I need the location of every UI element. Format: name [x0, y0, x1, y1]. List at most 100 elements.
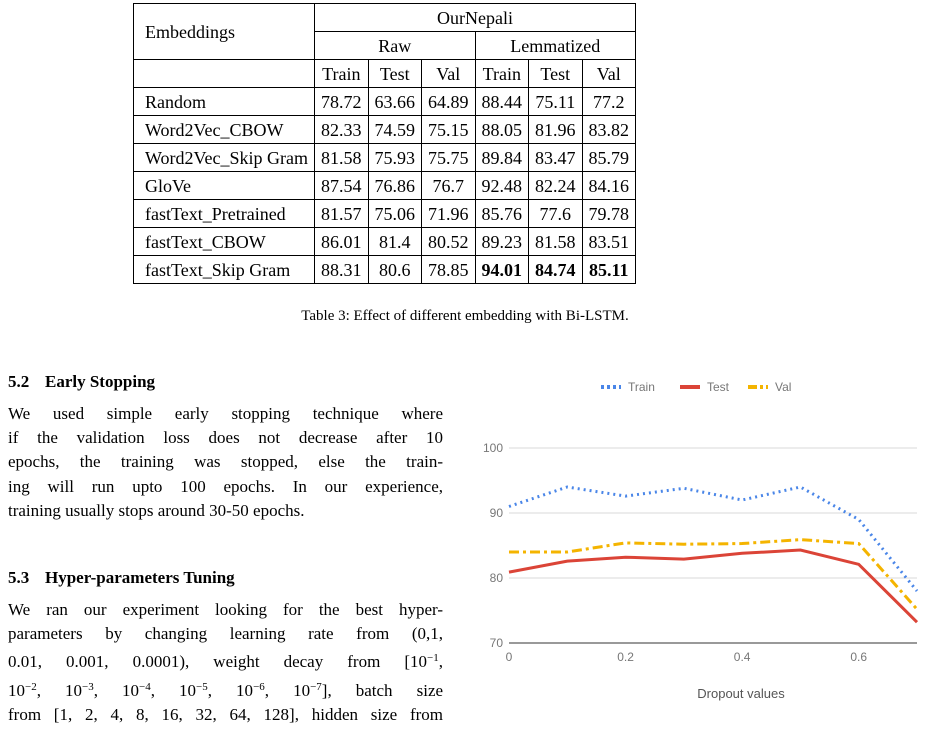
exponent: −2: [25, 680, 37, 693]
line-text: ], batch size: [321, 680, 444, 700]
score-cell: 80.52: [421, 227, 476, 256]
hyperparameters-paragraph: We ran our experiment looking for the be…: [8, 598, 443, 727]
column-header: Test: [528, 59, 583, 88]
table-row: fastText_CBOW 86.01 81.4 80.52 89.23 81.58 83.…: [132, 227, 637, 256]
column-header: Train: [314, 59, 369, 88]
score-cell: 81.57: [314, 199, 369, 228]
paragraph-line: We ran our experiment looking for the be…: [8, 600, 443, 619]
score-cell: 94.01: [474, 255, 530, 284]
embedding-name: fastText_Pretrained: [132, 199, 316, 228]
subgroup-raw: Raw: [314, 31, 476, 60]
score-cell: 81.96: [528, 115, 583, 144]
paragraph-line: ing will run upto 100 epochs. In our exp…: [8, 476, 443, 496]
score-cell: 75.15: [421, 115, 476, 144]
paragraph-line: We used simple early stopping technique …: [8, 404, 443, 423]
paragraph-line: 10−2, 10−3, 10−4, 10−5, 10−6, 10−7], bat…: [8, 680, 444, 700]
group-header: OurNepali: [314, 3, 637, 32]
column-header: Test: [367, 59, 423, 88]
score-cell: 75.75: [421, 143, 476, 172]
y-tick-label: 80: [490, 571, 504, 585]
score-cell: 81.4: [367, 227, 423, 256]
table-row: fastText_Pretrained 81.57 75.06 71.96 85.76 7…: [132, 199, 637, 228]
score-cell: 88.44: [474, 87, 530, 116]
paragraph-line: parameters by changing learning rate fro…: [8, 624, 443, 644]
score-cell: 88.05: [474, 115, 530, 144]
section-title: Early Stopping: [45, 372, 156, 391]
score-cell: 74.59: [367, 115, 423, 144]
x-tick-label: 0: [506, 650, 513, 664]
score-cell: 85.11: [581, 255, 637, 284]
exponent: −1: [427, 652, 439, 665]
score-cell: 83.51: [581, 227, 637, 256]
x-tick-label: 0.6: [850, 650, 867, 664]
embedding-name: Word2Vec_Skip Gram: [132, 143, 316, 172]
column-header: Val: [421, 59, 476, 88]
legend-label: Train: [628, 380, 655, 394]
column-header: Val: [581, 59, 637, 88]
score-cell: 92.48: [474, 171, 530, 200]
score-cell: 88.31: [314, 255, 369, 284]
score-cell: 85.76: [474, 199, 530, 228]
score-cell: 78.85: [421, 255, 476, 284]
y-tick-label: 70: [490, 636, 504, 650]
score-cell: 63.66: [367, 87, 423, 116]
embedding-name: Random: [132, 87, 316, 116]
embedding-name: Word2Vec_CBOW: [132, 115, 316, 144]
subgroup-lemmatized: Lemmatized: [474, 31, 637, 60]
stub-blank: [132, 59, 316, 88]
paragraph-line: training usually stops around 30-50 epoc…: [8, 500, 305, 520]
paragraph-line: from [1, 2, 4, 8, 16, 32, 64, 128], hidd…: [8, 704, 443, 724]
score-cell: 79.78: [581, 199, 637, 228]
table-row: Word2Vec_Skip Gram 81.58 75.93 75.75 89.84 83…: [132, 143, 637, 172]
score-cell: 76.7: [421, 171, 476, 200]
legend-label: Val: [775, 380, 791, 394]
table-row: Word2Vec_CBOW 82.33 74.59 75.15 88.05 81.96 83…: [132, 115, 637, 144]
series-line-test: [508, 548, 919, 624]
section-heading-early-stopping: 5.2 Early Stopping: [8, 372, 155, 392]
score-cell: 86.01: [314, 227, 369, 256]
score-cell: 77.6: [528, 199, 583, 228]
exponent: −5: [196, 680, 208, 693]
series-line-train: [508, 485, 919, 592]
section-number: 5.3: [8, 568, 30, 587]
table-row: fastText_Skip Gram 88.31 80.6 78.85 94.01 84.…: [132, 255, 637, 284]
paragraph-line: epochs, the training was stopped, else t…: [8, 452, 443, 472]
table-row: GloVe 87.54 76.86 76.7 92.48 82.24 84.16: [132, 171, 637, 200]
section-heading-hyperparameters: 5.3 Hyper-parameters Tuning: [8, 568, 235, 588]
score-cell: 83.47: [528, 143, 583, 172]
score-cell: 76.86: [367, 171, 423, 200]
score-cell: 71.96: [421, 199, 476, 228]
paragraph-line: if the validation loss does not decrease…: [8, 428, 443, 448]
series-line-val: [509, 538, 919, 611]
exponent: −3: [82, 680, 94, 693]
score-cell: 75.11: [528, 87, 583, 116]
score-cell: 80.6: [367, 255, 423, 284]
score-cell: 85.79: [581, 143, 637, 172]
results-table: Embeddings OurNepali Raw Lemmatized Trai…: [132, 3, 637, 284]
exponent: −6: [253, 680, 265, 693]
score-cell: 64.89: [421, 87, 476, 116]
score-cell: 89.84: [474, 143, 530, 172]
exponent: −4: [139, 680, 151, 693]
legend-label: Test: [707, 380, 730, 394]
table-row: Random 78.72 63.66 64.89 88.44 75.11 77.2: [132, 87, 637, 116]
y-tick-label: 90: [490, 506, 504, 520]
section-title: Hyper-parameters Tuning: [45, 568, 235, 587]
score-cell: 82.24: [528, 171, 583, 200]
dropout-line-chart: 70 80 90 100 0 0.2 0.4 0.6 Dropout values Train Te…: [483, 380, 919, 701]
score-cell: 83.82: [581, 115, 637, 144]
section-number: 5.2: [8, 372, 30, 391]
score-cell: 75.06: [367, 199, 423, 228]
embedding-name: fastText_CBOW: [132, 227, 316, 256]
score-cell: 84.74: [528, 255, 583, 284]
stub-header: Embeddings: [132, 3, 316, 60]
score-cell: 81.58: [314, 143, 369, 172]
line-text: 0.01, 0.001, 0.0001), weight decay from …: [8, 652, 428, 672]
x-tick-label: 0.4: [734, 650, 751, 664]
early-stopping-paragraph: We used simple early stopping technique …: [8, 402, 443, 523]
paragraph-line: 0.01, 0.001, 0.0001), weight decay from …: [8, 652, 443, 672]
score-cell: 77.2: [581, 87, 637, 116]
score-cell: 82.33: [314, 115, 369, 144]
exponent: −7: [310, 680, 322, 693]
score-cell: 78.72: [314, 87, 369, 116]
